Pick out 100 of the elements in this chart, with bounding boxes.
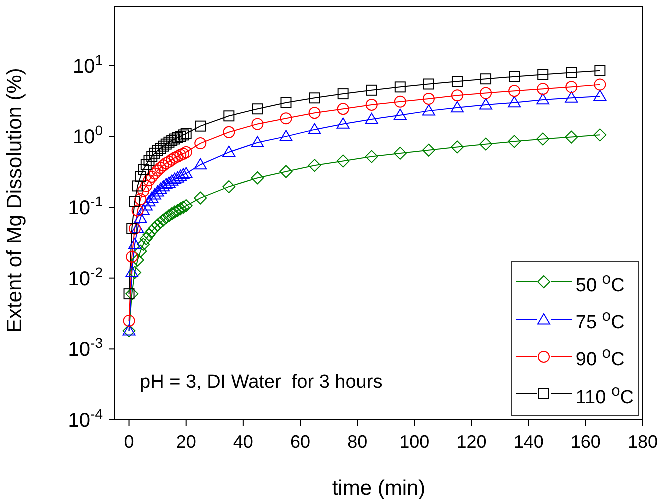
point	[452, 76, 463, 88]
point	[172, 150, 184, 163]
point	[146, 192, 159, 203]
point	[176, 168, 190, 180]
point	[163, 156, 176, 168]
point	[366, 84, 378, 96]
point	[160, 178, 173, 190]
point	[160, 138, 172, 150]
point	[280, 165, 293, 178]
point	[337, 103, 350, 116]
point	[172, 132, 184, 144]
y-tick-label: 10$^{-1}$	[68, 194, 104, 220]
point	[308, 107, 321, 120]
point	[152, 145, 164, 156]
point	[309, 92, 320, 104]
x-tick-label: 100	[400, 432, 430, 452]
point	[132, 180, 144, 192]
point	[168, 172, 182, 184]
point	[134, 212, 148, 224]
x-tick-label: 20	[176, 432, 196, 452]
point	[280, 97, 292, 108]
point	[536, 132, 550, 146]
point	[160, 157, 172, 170]
point	[158, 160, 170, 172]
point	[450, 140, 464, 154]
point	[162, 176, 176, 188]
point	[132, 204, 144, 217]
point	[175, 131, 186, 142]
point	[157, 180, 170, 192]
y-tick-label: 10$^{-3}$	[68, 335, 104, 362]
point	[222, 180, 236, 194]
x-tick-label: 80	[348, 432, 368, 452]
legend-label: 75 $^{o}$C	[576, 307, 625, 336]
point	[508, 96, 522, 108]
point	[144, 155, 155, 166]
point	[140, 180, 152, 192]
point	[538, 69, 549, 80]
point	[594, 90, 607, 102]
point	[171, 172, 184, 183]
point	[280, 112, 292, 125]
point	[142, 195, 156, 207]
point	[148, 188, 162, 200]
point	[128, 266, 142, 280]
point	[176, 201, 190, 214]
point	[336, 154, 350, 168]
point	[308, 123, 322, 135]
point	[365, 150, 378, 164]
point	[168, 152, 181, 164]
point	[140, 159, 152, 170]
point	[594, 65, 606, 76]
point	[480, 87, 492, 100]
point	[252, 118, 264, 130]
point	[149, 148, 160, 159]
point	[137, 238, 150, 252]
point	[155, 143, 166, 154]
point	[480, 98, 493, 110]
point	[194, 192, 208, 205]
point	[594, 78, 606, 91]
point	[137, 204, 150, 216]
point	[126, 223, 138, 234]
x-tick-label: 40	[233, 432, 254, 452]
point	[166, 207, 179, 220]
y-tick-label: 10$^{-4}$	[68, 406, 104, 432]
point	[126, 288, 139, 301]
point	[280, 130, 293, 142]
point	[566, 67, 578, 78]
point	[166, 174, 179, 186]
point	[154, 182, 168, 194]
point	[252, 104, 264, 115]
point	[138, 185, 150, 198]
point	[480, 74, 492, 85]
point	[394, 146, 407, 160]
point	[365, 112, 378, 124]
point	[138, 164, 150, 176]
point	[128, 222, 141, 235]
point	[152, 164, 164, 177]
point	[422, 144, 436, 157]
x-tick-label: 140	[514, 432, 544, 452]
point	[566, 81, 578, 94]
point	[508, 135, 522, 148]
point	[594, 128, 607, 142]
point	[123, 314, 136, 327]
legend-label: 50 $^{o}$C	[576, 270, 625, 298]
point	[251, 172, 264, 185]
x-tick-label: 60	[290, 432, 311, 452]
point	[131, 222, 144, 234]
point	[174, 202, 188, 216]
point	[180, 128, 192, 140]
point	[169, 134, 180, 145]
point	[166, 135, 178, 146]
point	[422, 93, 435, 106]
x-tick-label: 180	[628, 432, 658, 452]
point	[450, 101, 464, 113]
point	[143, 174, 156, 187]
point	[336, 118, 350, 129]
point	[222, 146, 236, 158]
point	[394, 82, 406, 93]
point	[308, 159, 322, 172]
point	[180, 167, 193, 178]
point	[124, 288, 135, 300]
